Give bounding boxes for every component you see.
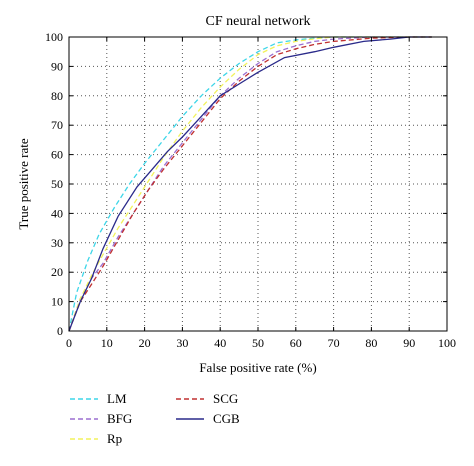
x-tick-label-6: 60 [290,336,302,350]
y-axis-title: True positive rate [16,138,31,229]
series-line-bfg [68,36,432,332]
x-tick-label-8: 80 [365,336,377,350]
x-tick-label-7: 70 [328,336,340,350]
legend-label-bfg: BFG [107,411,132,426]
y-tick-label-6: 60 [51,148,63,162]
legend-label-lm: LM [107,391,127,406]
x-tick-label-5: 50 [252,336,264,350]
axis-ticks: 0 10 20 30 40 50 60 70 80 90 100 0 10 20 30 40 50 60 70 80 9… [45,30,456,350]
plot-lines [68,36,432,332]
legend: LM BFG Rp SCG CGB [70,391,240,446]
x-tick-label-10: 100 [438,336,456,350]
legend-label-rp: Rp [107,431,122,446]
y-tick-label-8: 80 [51,89,63,103]
x-tick-label-4: 40 [214,336,226,350]
y-tick-label-10: 100 [45,30,63,44]
series-line-rp [68,36,432,332]
x-tick-label-1: 10 [101,336,113,350]
y-tick-label-3: 30 [51,236,63,250]
chart-title: CF neural network [206,14,311,29]
series-line-cgb [68,36,432,332]
x-tick-label-0: 0 [66,336,72,350]
y-tick-label-0: 0 [57,324,63,338]
y-tick-label-2: 20 [51,265,63,279]
x-tick-label-3: 30 [176,336,188,350]
y-tick-label-4: 40 [51,206,63,220]
x-axis-title: False positive rate (%) [199,360,316,375]
y-tick-label-1: 10 [51,295,63,309]
legend-label-cgb: CGB [213,411,240,426]
y-tick-label-7: 70 [51,118,63,132]
x-tick-label-9: 90 [403,336,415,350]
y-tick-label-5: 50 [51,177,63,191]
series-line-lm [68,36,432,332]
y-tick-label-9: 90 [51,59,63,73]
grid [69,37,447,331]
legend-label-scg: SCG [213,391,238,406]
x-tick-label-2: 20 [139,336,151,350]
